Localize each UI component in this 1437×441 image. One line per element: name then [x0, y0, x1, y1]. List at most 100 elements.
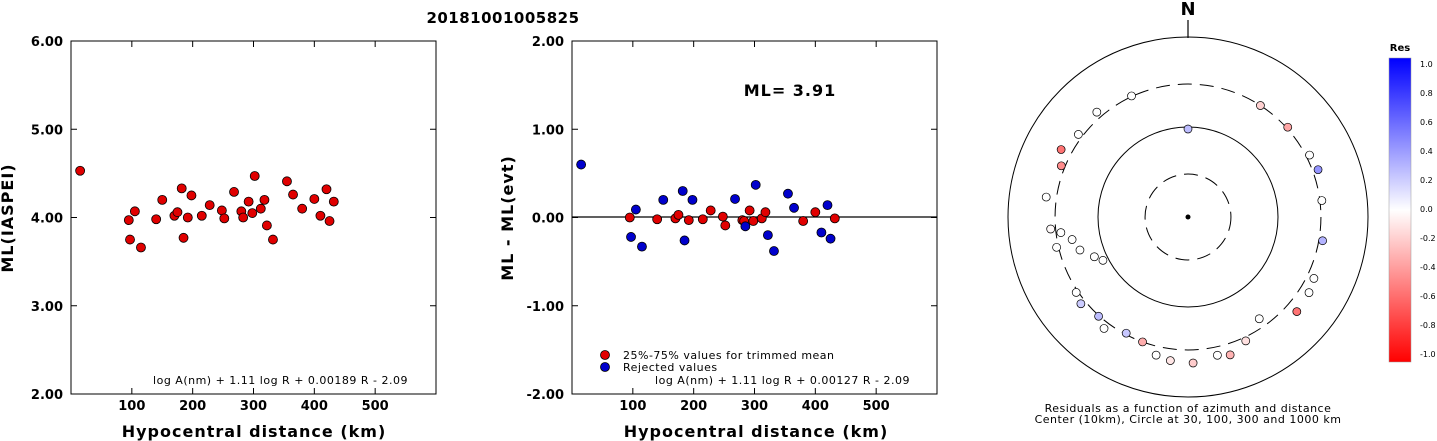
- station-marker: [1067, 235, 1077, 244]
- colorbar-tick-label: -0.4: [1420, 263, 1436, 272]
- magnitude-point: [247, 208, 258, 218]
- trimmed-point: [810, 207, 821, 218]
- trimmed-point: [748, 216, 759, 226]
- rejected-point: [769, 246, 779, 256]
- y-tick-label: 6.00: [31, 35, 63, 50]
- y-tick-label: -2.00: [527, 388, 564, 403]
- magnitude-point: [324, 216, 335, 226]
- epicenter-marker: [1185, 214, 1191, 220]
- y-tick-label: 2.00: [532, 35, 564, 50]
- rejected-point: [576, 159, 587, 170]
- magnitude-point: [321, 184, 332, 195]
- colorbar-tick-label: 0.8: [1420, 89, 1433, 98]
- magnitude-point: [129, 206, 140, 217]
- trimmed-point: [683, 215, 694, 226]
- y-tick-label: 5.00: [31, 123, 63, 138]
- ring-300km: [1054, 83, 1322, 351]
- magnitude-point: [229, 187, 239, 197]
- y-tick-label: 4.00: [31, 212, 63, 227]
- magnitude-point: [219, 213, 230, 224]
- rejected-point: [658, 194, 669, 205]
- station-marker: [1056, 145, 1066, 154]
- station-marker: [1094, 311, 1103, 321]
- station-marker: [1052, 242, 1061, 252]
- station-marker: [1166, 356, 1175, 365]
- colorbar-tick-label: 0.4: [1420, 147, 1433, 156]
- magnitude-point: [157, 194, 168, 205]
- station-marker: [1317, 196, 1327, 205]
- station-marker: [1213, 350, 1222, 360]
- station-marker: [1074, 130, 1083, 139]
- station-marker: [1305, 150, 1314, 160]
- colorbar-tick-label: -0.2: [1420, 234, 1436, 243]
- station-marker: [1056, 161, 1066, 171]
- station-markers: [1041, 91, 1327, 368]
- trimmed-point: [760, 207, 771, 218]
- rejected-point: [679, 235, 690, 246]
- y-tick-label: 0.00: [532, 212, 564, 227]
- residual-panel: 100 200 300 400 500 -2.00 -1.00 0.00 1.00 2.00 ML…: [498, 35, 938, 441]
- magnitude-point: [186, 190, 197, 201]
- polar-caption-line1: Residuals as a function of azimuth and d…: [1045, 402, 1332, 415]
- magnitude-point: [123, 215, 134, 226]
- magnitude-point: [288, 189, 298, 200]
- ml-value-label: ML= 3.91: [744, 81, 837, 100]
- trimmed-point: [717, 211, 728, 222]
- x-tick-label: 300: [741, 399, 768, 414]
- magnitude-axis-ticks: 100 200 300 400 500 2.00 3.00 4.00 5.00 6.00: [31, 35, 436, 414]
- x-tick-label: 500: [863, 399, 890, 414]
- station-marker: [1098, 255, 1108, 265]
- rejected-point: [816, 227, 827, 238]
- residual-points: [576, 159, 840, 256]
- y-tick-label: -1.00: [527, 300, 564, 315]
- residual-formula: log A(nm) + 1.11 log R + 0.00127 R - 2.0…: [655, 374, 910, 387]
- station-marker: [1304, 288, 1314, 297]
- magnitude-point: [182, 212, 193, 223]
- colorbar-gradient: [1388, 57, 1412, 363]
- rejected-point: [630, 204, 641, 215]
- legend-label-rejected: Rejected values: [623, 361, 718, 374]
- station-marker: [1041, 192, 1051, 202]
- rejected-point: [626, 232, 636, 242]
- trimmed-point: [697, 214, 708, 225]
- magnitude-point: [309, 194, 320, 204]
- rejected-point: [687, 194, 698, 205]
- legend-marker-rejected: [600, 362, 610, 372]
- legend-marker-trimmed: [600, 350, 610, 360]
- station-marker: [1127, 91, 1136, 101]
- residual-axis-ticks: 100 200 300 400 500 -2.00 -1.00 0.00 1.00 2.00: [527, 35, 937, 414]
- rejected-point: [783, 188, 793, 199]
- colorbar-tick-label: 0.0: [1420, 205, 1433, 214]
- station-marker: [1241, 336, 1251, 346]
- magnitude-point: [151, 214, 162, 225]
- magnitude-point: [204, 200, 215, 211]
- y-tick-label: 3.00: [31, 300, 63, 315]
- trimmed-point: [673, 209, 684, 220]
- colorbar-tick-label: -0.6: [1420, 292, 1436, 301]
- rejected-point: [822, 200, 833, 211]
- colorbar-title: Res: [1390, 43, 1410, 54]
- station-marker: [1309, 274, 1319, 283]
- residual-legend: 25%-75% values for trimmed mean Rejected…: [600, 349, 834, 374]
- rejected-point: [789, 202, 799, 213]
- magnitude-points: [75, 165, 339, 253]
- station-marker: [1075, 245, 1085, 255]
- magnitude-point: [261, 220, 272, 231]
- magnitude-point: [297, 203, 308, 214]
- colorbar-tick-label: 0.6: [1420, 118, 1433, 127]
- station-marker: [1099, 324, 1109, 333]
- station-marker: [1071, 288, 1081, 297]
- trimmed-point: [720, 220, 731, 231]
- trimmed-point: [829, 213, 840, 224]
- rejected-point: [740, 221, 751, 232]
- rejected-point: [730, 194, 740, 204]
- colorbar-tick-label: -0.8: [1420, 321, 1436, 330]
- magnitude-point: [178, 232, 189, 243]
- station-marker: [1188, 358, 1198, 368]
- residual-x-axis-label: Hypocentral distance (km): [624, 422, 889, 441]
- colorbar-tick-label: -1.0: [1420, 350, 1436, 359]
- station-marker: [1318, 236, 1327, 246]
- station-marker: [1254, 314, 1264, 324]
- x-tick-label: 400: [802, 399, 829, 414]
